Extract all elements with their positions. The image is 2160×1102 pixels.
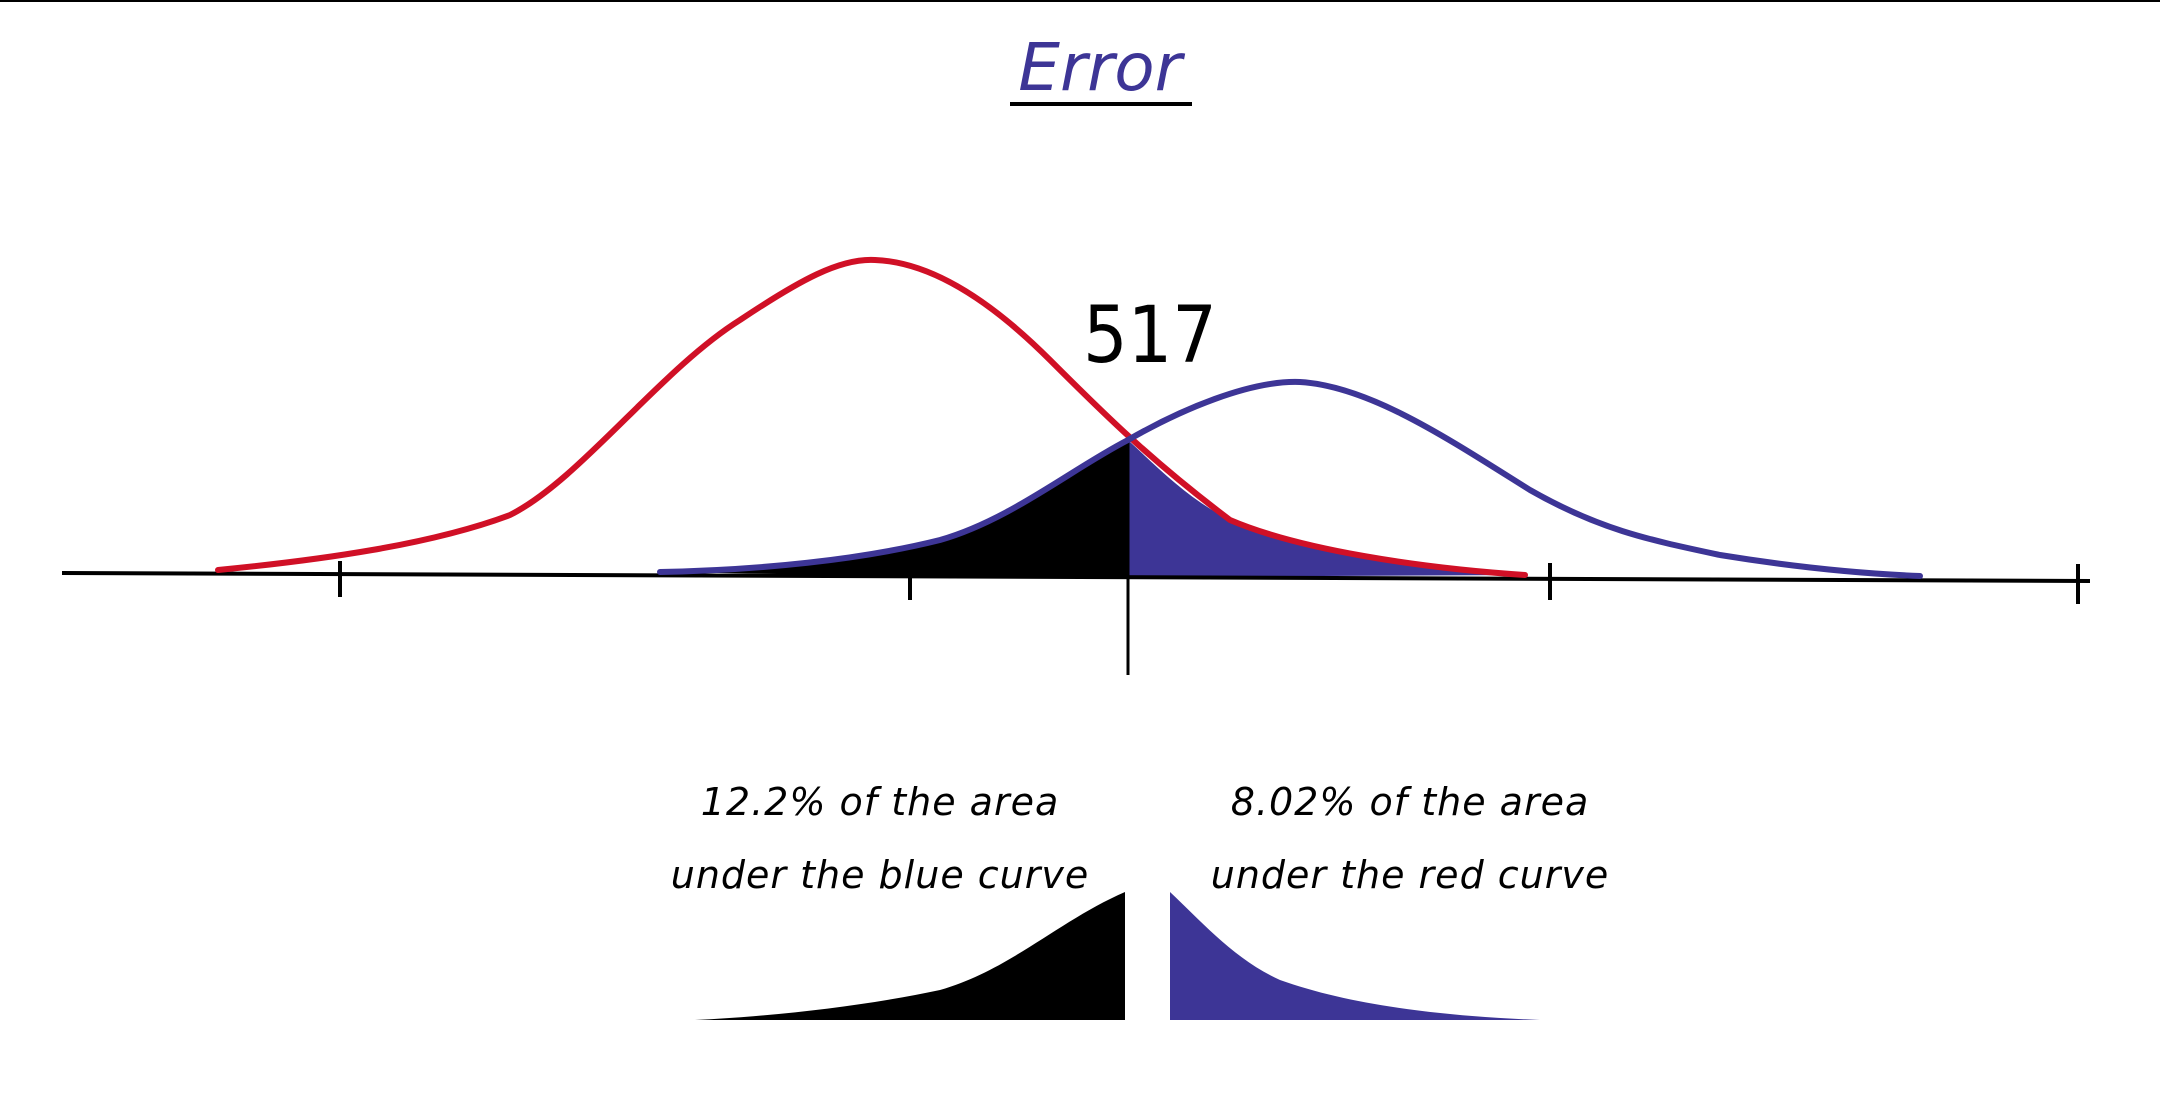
left-caption-line1: 12.2% of the area	[701, 780, 1060, 824]
title: Error	[1018, 29, 1185, 106]
threshold-label: 517	[1083, 291, 1217, 381]
red-curve-right-tail-fill	[1128, 440, 1525, 577]
x-axis	[61, 571, 2091, 583]
blue-curve-left-tail-fill	[660, 440, 1128, 577]
right-caption-line1: 8.02% of the area	[1231, 780, 1590, 824]
blue-curve	[657, 378, 1923, 579]
right-caption-line2: under the red curve	[1211, 853, 1609, 897]
red-curve-right-tail-detached	[1170, 892, 1540, 1020]
blue-curve-left-tail-detached	[695, 892, 1125, 1020]
red-curve	[215, 256, 1528, 578]
left-caption-line2: under the blue curve	[671, 853, 1090, 897]
